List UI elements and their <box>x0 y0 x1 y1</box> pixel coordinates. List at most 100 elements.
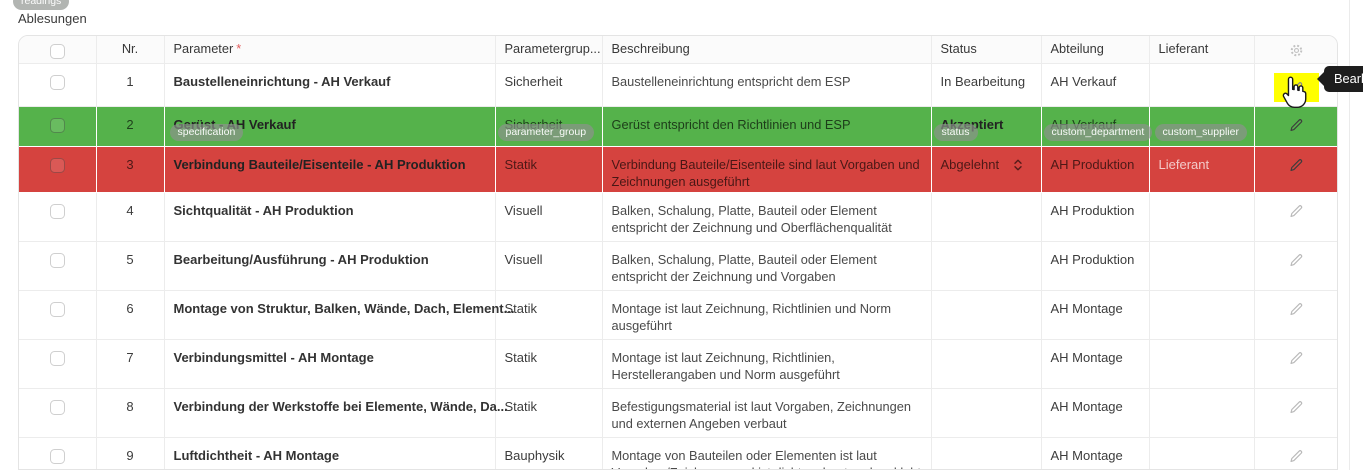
edit-button[interactable] <box>1287 299 1306 321</box>
parameter-value: Montage von Struktur, Balken, Wände, Dac… <box>173 301 515 316</box>
parameter-value: Verbindungsmittel - AH Montage <box>173 350 374 365</box>
table-row: 7 Verbindungsmittel - AH Montage Statik … <box>19 339 1337 389</box>
description-value: Gerüst entspricht den Richtlinien und ES… <box>611 117 851 132</box>
parameter-group-value: Statik <box>495 290 603 340</box>
row-number: 1 <box>96 63 165 107</box>
status-value: In Bearbeitung <box>931 63 1042 107</box>
row-number: 5 <box>96 241 165 291</box>
pencil-icon <box>1289 157 1304 172</box>
row-checkbox[interactable] <box>49 351 65 366</box>
department-value: AH Produktion <box>1041 192 1150 242</box>
edit-button[interactable] <box>1287 348 1306 370</box>
supplier-value <box>1149 339 1255 389</box>
column-header-status: Status <box>931 36 1042 64</box>
row-number: 7 <box>96 339 165 389</box>
column-header-supplier: Lieferant <box>1149 36 1255 64</box>
parameter-group-value: Statik <box>495 388 603 438</box>
department-value: AH Montage <box>1041 339 1150 389</box>
description-value: Baustelleneinrichtung entspricht dem ESP <box>611 74 851 89</box>
required-asterisk: * <box>236 41 242 56</box>
column-header-actions <box>1254 36 1337 64</box>
i18n-key-badge: status <box>933 124 978 141</box>
status-value <box>931 388 1042 438</box>
parameter-value: Luftdichtheit - AH Montage <box>173 448 340 463</box>
edit-button[interactable] <box>1287 446 1306 468</box>
table-row-rejected: 3 Verbindung Bauteile/Eisenteile - AH Pr… <box>19 146 1337 193</box>
table-settings-button[interactable] <box>1287 41 1306 63</box>
table-row: 9 Luftdichtheit - AH Montage Bauphysik M… <box>19 437 1337 469</box>
row-number: 3 <box>96 146 165 193</box>
department-value: AH Montage <box>1041 388 1150 438</box>
parameter-group-value: Bauphysik <box>495 437 603 469</box>
row-checkbox[interactable] <box>49 204 65 219</box>
status-select[interactable]: Abgelehnt <box>931 146 1042 193</box>
supplier-value <box>1149 437 1255 469</box>
parameter-group-value: Sicherheit <box>495 63 603 107</box>
parameter-value: Verbindung der Werkstoffe bei Elemente, … <box>173 399 508 414</box>
row-number: 9 <box>96 437 165 469</box>
pencil-icon <box>1289 252 1304 267</box>
row-checkbox[interactable] <box>49 253 65 268</box>
description-value: Montage von Bauteilen oder Elementen ist… <box>611 448 921 469</box>
edit-button[interactable] <box>1287 155 1306 177</box>
column-header-parameter-group: Parametergrup... <box>495 36 603 64</box>
supplier-placeholder: Lieferant <box>1158 157 1210 172</box>
row-checkbox[interactable] <box>49 449 65 464</box>
status-value <box>931 339 1042 389</box>
supplier-value <box>1149 192 1255 242</box>
row-number: 4 <box>96 192 165 242</box>
row-checkbox[interactable] <box>49 302 65 317</box>
status-value <box>931 241 1042 291</box>
parameter-group-value: Statik <box>495 339 603 389</box>
edit-button[interactable] <box>1287 115 1306 137</box>
table-row: 4 Sichtqualität - AH Produktion Visuell … <box>19 192 1337 242</box>
i18n-key-badge: readings <box>13 0 70 10</box>
description-value: Montage ist laut Zeichnung, Richtlinien,… <box>611 350 840 382</box>
description-value: Verbindung Bauteile/Eisenteile sind laut… <box>611 157 920 189</box>
description-value: Montage ist laut Zeichnung, Richtlinien … <box>611 301 892 333</box>
edit-button[interactable] <box>1287 250 1306 272</box>
gear-icon <box>1289 43 1304 58</box>
column-header-nr: Nr. <box>96 36 165 64</box>
column-header-description: Beschreibung <box>602 36 932 64</box>
hand-cursor-icon <box>1282 76 1307 108</box>
pencil-icon <box>1289 399 1304 414</box>
supplier-value <box>1149 63 1255 107</box>
chevron-up-down-icon <box>1013 158 1023 172</box>
pencil-icon <box>1289 203 1304 218</box>
row-checkbox[interactable] <box>49 75 65 90</box>
page-right-divider <box>1349 0 1350 470</box>
table-row: 5 Bearbeitung/Ausführung - AH Produktion… <box>19 241 1337 291</box>
i18n-key-badge: parameter_group <box>497 124 595 141</box>
parameters-table: Nr. Parameter * Parametergrup... Beschrei… <box>18 35 1338 470</box>
page-title: Ablesungen <box>18 11 87 26</box>
pencil-icon <box>1289 448 1304 463</box>
row-checkbox[interactable] <box>49 400 65 415</box>
pencil-icon <box>1289 301 1304 316</box>
supplier-value <box>1149 290 1255 340</box>
department-value: AH Verkauf <box>1041 63 1150 107</box>
table-row: 1 Baustelleneinrichtung - AH Verkauf Sic… <box>19 63 1337 107</box>
i18n-key-badge: specification <box>169 124 244 141</box>
select-all-checkbox[interactable] <box>49 44 65 59</box>
i18n-key-badge: custom_supplier <box>1154 124 1247 141</box>
parameter-group-value: Visuell <box>495 241 603 291</box>
parameter-value: Baustelleneinrichtung - AH Verkauf <box>173 74 391 89</box>
edit-button[interactable] <box>1287 397 1306 419</box>
table-row: 6 Montage von Struktur, Balken, Wände, D… <box>19 290 1337 340</box>
department-value: AH Montage <box>1041 290 1150 340</box>
parameter-value: Bearbeitung/Ausführung - AH Produktion <box>173 252 429 267</box>
row-number: 6 <box>96 290 165 340</box>
pencil-icon <box>1289 117 1304 132</box>
parameter-value: Sichtqualität - AH Produktion <box>173 203 354 218</box>
edit-tooltip: Bearbeiten <box>1317 66 1363 92</box>
column-header-parameter: Parameter * <box>164 36 496 64</box>
row-checkbox[interactable] <box>49 158 65 173</box>
row-number: 2 <box>96 106 165 147</box>
row-checkbox[interactable] <box>49 118 65 133</box>
edit-button[interactable] <box>1287 201 1306 223</box>
parameter-group-value: Visuell <box>495 192 603 242</box>
status-value <box>931 290 1042 340</box>
